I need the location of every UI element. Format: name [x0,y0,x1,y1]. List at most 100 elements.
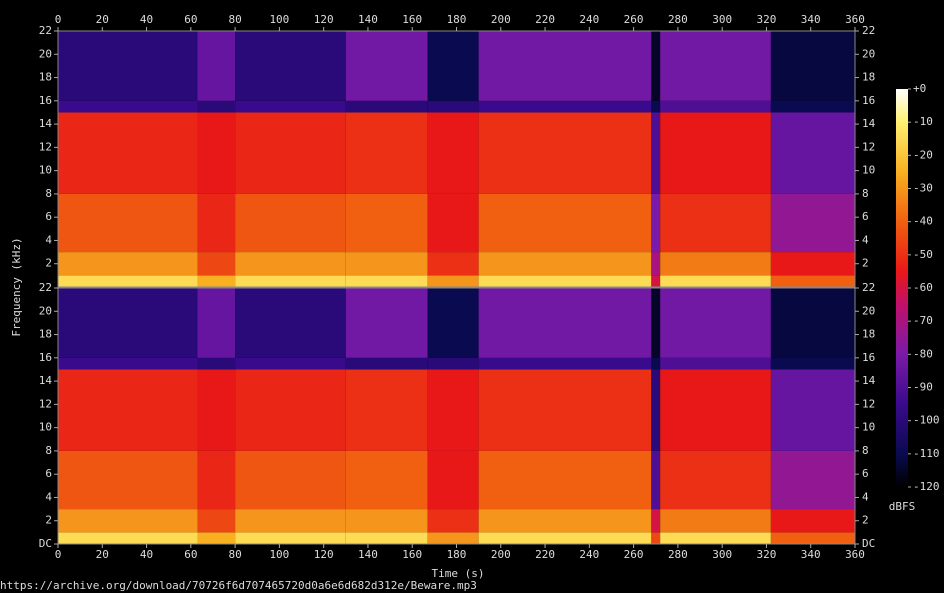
heat-cell [478,450,652,510]
y-tick-label: 18 [862,328,875,341]
heat-cell [651,357,661,370]
colorbar-tick-label: -10 [913,115,933,128]
x-tick-label: 0 [55,548,62,561]
x-tick-label: 240 [579,13,599,26]
x-tick-label: 160 [402,13,422,26]
heat-cell [197,288,236,358]
heat-cell [345,357,428,370]
heat-cell [345,252,428,276]
heat-cell [651,193,661,253]
y-tick-label: 22 [862,24,875,37]
x-tick-label: 100 [269,13,289,26]
x-tick-label: 340 [801,548,821,561]
y-tick-label: 14 [862,117,876,130]
heat-cell [651,112,661,194]
y-tick-label: 8 [862,187,869,200]
colorbar-tick-label: -50 [913,248,933,261]
y-tick-label: 12 [862,140,875,153]
heat-cell [770,252,855,276]
x-tick-label: 160 [402,548,422,561]
heat-cell [478,509,652,533]
colorbar-label: dBFS [889,500,916,513]
y-tick-label: 20 [862,47,875,60]
heat-cell [478,112,652,194]
heat-cell [345,100,428,113]
heat-cell [770,357,855,370]
x-tick-label: 200 [491,13,511,26]
heat-cell [478,193,652,253]
y-tick-label: 8 [45,444,52,457]
y-tick-label: 2 [862,257,869,270]
heat-cell [651,252,661,276]
colorbar-tick-label: -110 [913,447,940,460]
heat-cell [197,369,236,451]
heat-cell [197,193,236,253]
y-tick-label: 16 [862,351,875,364]
heat-cell [58,112,198,194]
y-tick-label: 22 [39,281,52,294]
x-tick-label: 180 [447,548,467,561]
x-tick-label: 180 [447,13,467,26]
heat-cell [58,369,198,451]
heat-cell [770,193,855,253]
x-tick-label: 240 [579,548,599,561]
x-tick-label: 360 [845,548,865,561]
x-tick-label: 60 [184,548,197,561]
y-tick-label: 18 [39,328,52,341]
x-tick-label: 320 [757,13,777,26]
y-tick-label: 14 [39,117,53,130]
colorbar-tick-label: -70 [913,314,933,327]
x-tick-label: 80 [228,548,241,561]
heat-cell [58,252,198,276]
heat-cell [235,509,346,533]
y-tick-label: 12 [39,397,52,410]
x-tick-label: 220 [535,13,555,26]
y-tick-label: 22 [39,24,52,37]
heat-cell [651,450,661,510]
y-axis-label: Frequency (kHz) [10,237,23,336]
x-tick-label: 120 [314,13,334,26]
heat-cell [478,288,652,358]
heat-cell [660,100,771,113]
heat-cell [660,193,771,253]
y-tick-label: 14 [862,374,876,387]
x-tick-label: 60 [184,13,197,26]
x-tick-label: 80 [228,13,241,26]
y-tick-label: 4 [862,233,869,246]
y-tick-label: 2 [862,514,869,527]
heat-cell [58,509,198,533]
heat-cell [478,357,652,370]
heat-cell [235,357,346,370]
heat-cell [197,252,236,276]
heat-cell [427,357,479,370]
heat-cell [58,288,198,358]
heat-cell [58,357,198,370]
colorbar-tick-label: -60 [913,281,933,294]
y-tick-label: 10 [39,164,52,177]
heat-cell [58,532,198,544]
x-tick-label: 280 [668,548,688,561]
heat-cell [660,112,771,194]
y-tick-label: 22 [862,281,875,294]
heat-cell [58,193,198,253]
heat-cell [770,288,855,358]
x-tick-label: 220 [535,548,555,561]
y-tick-label: 10 [39,421,52,434]
heat-cell [651,509,661,533]
heat-cell [58,275,198,287]
heat-cell [660,357,771,370]
heat-cell [58,100,198,113]
heat-cell [197,357,236,370]
heat-cell [427,31,479,101]
heat-cell [345,193,428,253]
heat-cell [235,369,346,451]
heat-cell [660,31,771,101]
colorbar-tick-label: -20 [913,148,933,161]
heat-cell [235,252,346,276]
y-tick-label: 6 [862,467,869,480]
heat-cell [660,252,771,276]
heat-cell [197,100,236,113]
heat-cell [345,288,428,358]
heat-cell [427,100,479,113]
